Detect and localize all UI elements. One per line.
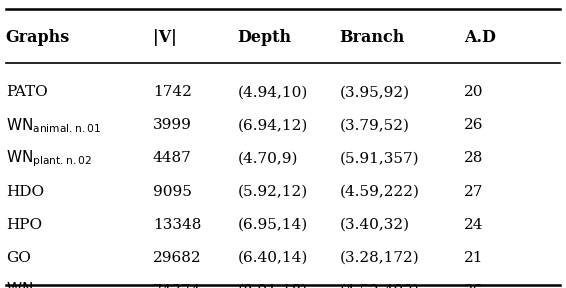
Text: (6.95,14): (6.95,14) [238, 218, 308, 232]
Text: A.D: A.D [464, 29, 496, 46]
Text: 20: 20 [464, 85, 483, 99]
Text: (4.94,10): (4.94,10) [238, 85, 308, 99]
Text: Branch: Branch [340, 29, 405, 46]
Text: 3999: 3999 [153, 118, 192, 132]
Text: (3.40,32): (3.40,32) [340, 218, 410, 232]
Text: $\mathrm{WN}_{\mathrm{animal.n.01}}$: $\mathrm{WN}_{\mathrm{animal.n.01}}$ [6, 116, 101, 134]
Text: (5.91,357): (5.91,357) [340, 151, 419, 165]
Text: (6.94,12): (6.94,12) [238, 118, 308, 132]
Text: 13348: 13348 [153, 218, 201, 232]
Text: 21: 21 [464, 251, 483, 265]
Text: (3.79,52): (3.79,52) [340, 118, 410, 132]
Text: 26: 26 [464, 118, 483, 132]
Text: $\mathrm{WN}_{\mathrm{plant.n.02}}$: $\mathrm{WN}_{\mathrm{plant.n.02}}$ [6, 148, 92, 169]
Text: 29682: 29682 [153, 251, 201, 265]
Text: (3.28,172): (3.28,172) [340, 251, 419, 265]
Text: Depth: Depth [238, 29, 292, 46]
Text: (6.40,14): (6.40,14) [238, 251, 308, 265]
Text: 74374: 74374 [153, 284, 201, 288]
Text: 36: 36 [464, 284, 483, 288]
Text: (8.01,18): (8.01,18) [238, 284, 308, 288]
Text: 4487: 4487 [153, 151, 191, 165]
Text: |V|: |V| [153, 29, 177, 46]
Text: (3.95,92): (3.95,92) [340, 85, 410, 99]
Text: GO: GO [6, 251, 31, 265]
Text: (5.92,12): (5.92,12) [238, 185, 308, 198]
Text: HPO: HPO [6, 218, 42, 232]
Text: (4.52,402): (4.52,402) [340, 284, 419, 288]
Text: (4.70,9): (4.70,9) [238, 151, 298, 165]
Text: 1742: 1742 [153, 85, 192, 99]
Text: PATO: PATO [6, 85, 48, 99]
Text: 24: 24 [464, 218, 483, 232]
Text: Graphs: Graphs [6, 29, 70, 46]
Text: $\mathrm{WN}_{\mathrm{entity.n.01}}$: $\mathrm{WN}_{\mathrm{entity.n.01}}$ [6, 281, 96, 288]
Text: (4.59,222): (4.59,222) [340, 185, 419, 198]
Text: 27: 27 [464, 185, 483, 198]
Text: 28: 28 [464, 151, 483, 165]
Text: 9095: 9095 [153, 185, 192, 198]
Text: HDO: HDO [6, 185, 44, 198]
